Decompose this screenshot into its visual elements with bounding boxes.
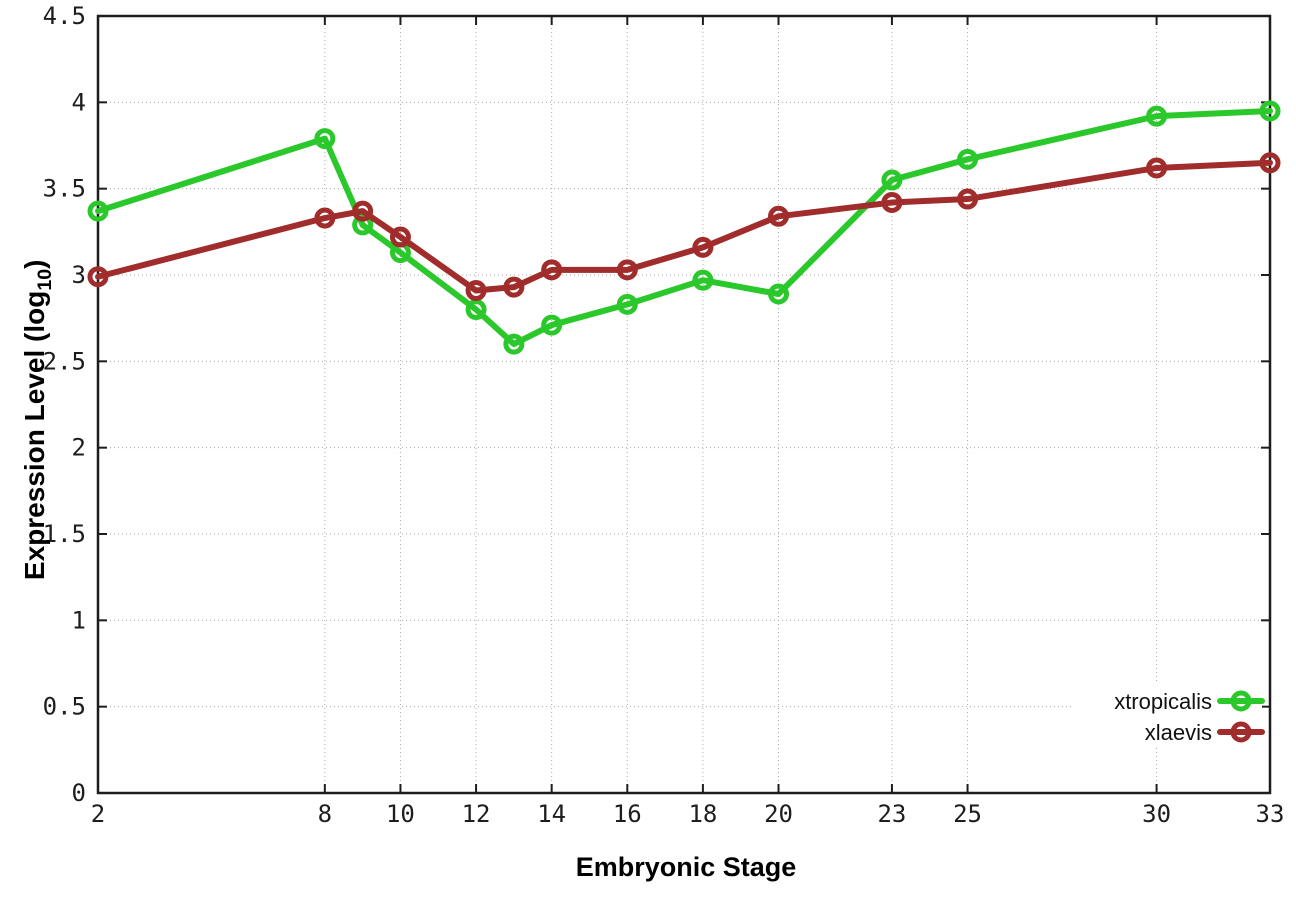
- legend: xtropicalis xlaevis: [1072, 683, 1265, 748]
- data-point-xlaevis-18: [692, 236, 714, 258]
- data-point-xlaevis-30: [1146, 157, 1168, 179]
- data-point-xlaevis-23: [881, 191, 903, 213]
- data-point-xtropicalis-30: [1146, 105, 1168, 127]
- data-point-xtropicalis-12: [465, 299, 487, 321]
- data-point-xlaevis-13: [503, 276, 525, 298]
- y-tick-label-2: 2: [72, 434, 86, 462]
- series-line-xtropicalis: [95, 107, 1273, 348]
- legend-marker-xlaevis: [1230, 721, 1252, 743]
- x-tick-label-23: 23: [877, 800, 906, 828]
- data-point-xtropicalis-16: [616, 293, 638, 315]
- y-axis-title: Expression Level (log10): [19, 170, 57, 670]
- y-tick-label-1: 1: [72, 606, 86, 634]
- x-tick-label-8: 8: [318, 800, 332, 828]
- legend-label-xtropicalis: xtropicalis: [1114, 689, 1212, 714]
- y-tick-label-0: 0: [72, 779, 86, 807]
- data-point-xlaevis-25: [957, 188, 979, 210]
- y-axis-title-suffix: ): [19, 259, 51, 269]
- data-point-xtropicalis-18: [692, 269, 714, 291]
- y-tick-label-2.5: 2.5: [43, 347, 86, 375]
- data-point-xlaevis-16: [616, 259, 638, 281]
- y-tick-label-3.5: 3.5: [43, 175, 86, 203]
- y-tick-label-0.5: 0.5: [43, 693, 86, 721]
- legend-entry-xtropicalis: xtropicalis: [1114, 689, 1265, 714]
- data-point-xtropicalis-25: [957, 148, 979, 170]
- x-tick-label-12: 12: [462, 800, 491, 828]
- legend-marker-xtropicalis: [1230, 690, 1252, 712]
- data-point-xlaevis-10: [389, 226, 411, 248]
- data-point-xtropicalis-8: [314, 128, 336, 150]
- y-tick-label-1.5: 1.5: [43, 520, 86, 548]
- data-point-xlaevis-14: [541, 259, 563, 281]
- y-tick-label-4: 4: [72, 88, 86, 116]
- x-tick-label-16: 16: [613, 800, 642, 828]
- series-line-xlaevis: [95, 159, 1273, 294]
- x-tick-label-20: 20: [764, 800, 793, 828]
- x-tick-label-14: 14: [537, 800, 566, 828]
- x-tick-label-30: 30: [1142, 800, 1171, 828]
- y-axis-title-subscript: 10: [33, 268, 56, 291]
- data-point-xtropicalis-33: [1259, 100, 1281, 122]
- data-point-xtropicalis-14: [541, 314, 563, 336]
- legend-box: [1072, 683, 1262, 748]
- x-tick-label-18: 18: [688, 800, 717, 828]
- y-axis-title-text: Expression Level (log: [19, 290, 51, 581]
- tick-labels: 2 8 10 12 14 16 18 20 23 25 30 33 0 0.5 1 1.5 2 2.5 3 3.5 4 4…: [43, 2, 1285, 828]
- data-point-xlaevis-20: [768, 205, 790, 227]
- data-point-xlaevis-33: [1259, 152, 1281, 174]
- x-tick-label-25: 25: [953, 800, 982, 828]
- data-point-xtropicalis-23: [881, 169, 903, 191]
- legend-entry-xlaevis: xlaevis: [1145, 720, 1265, 745]
- x-axis-title: Embryonic Stage: [575, 852, 797, 882]
- data-point-xlaevis-2: [87, 266, 109, 288]
- data-point-xlaevis-12: [465, 280, 487, 302]
- series-xlaevis: [87, 152, 1281, 302]
- data-point-xlaevis-8: [314, 207, 336, 229]
- series-xtropicalis: [87, 100, 1281, 355]
- data-point-xtropicalis-2: [87, 200, 109, 222]
- data-point-xtropicalis-13: [503, 333, 525, 355]
- x-tick-label-10: 10: [386, 800, 415, 828]
- data-point-xlaevis-9: [352, 200, 374, 222]
- data-point-xtropicalis-20: [768, 283, 790, 305]
- y-tick-label-3: 3: [72, 261, 86, 289]
- y-tick-label-4.5: 4.5: [43, 2, 86, 30]
- x-tick-label-2: 2: [91, 800, 105, 828]
- x-tick-label-33: 33: [1256, 800, 1285, 828]
- plot-border: [96, 14, 1272, 795]
- legend-label-xlaevis: xlaevis: [1145, 720, 1212, 745]
